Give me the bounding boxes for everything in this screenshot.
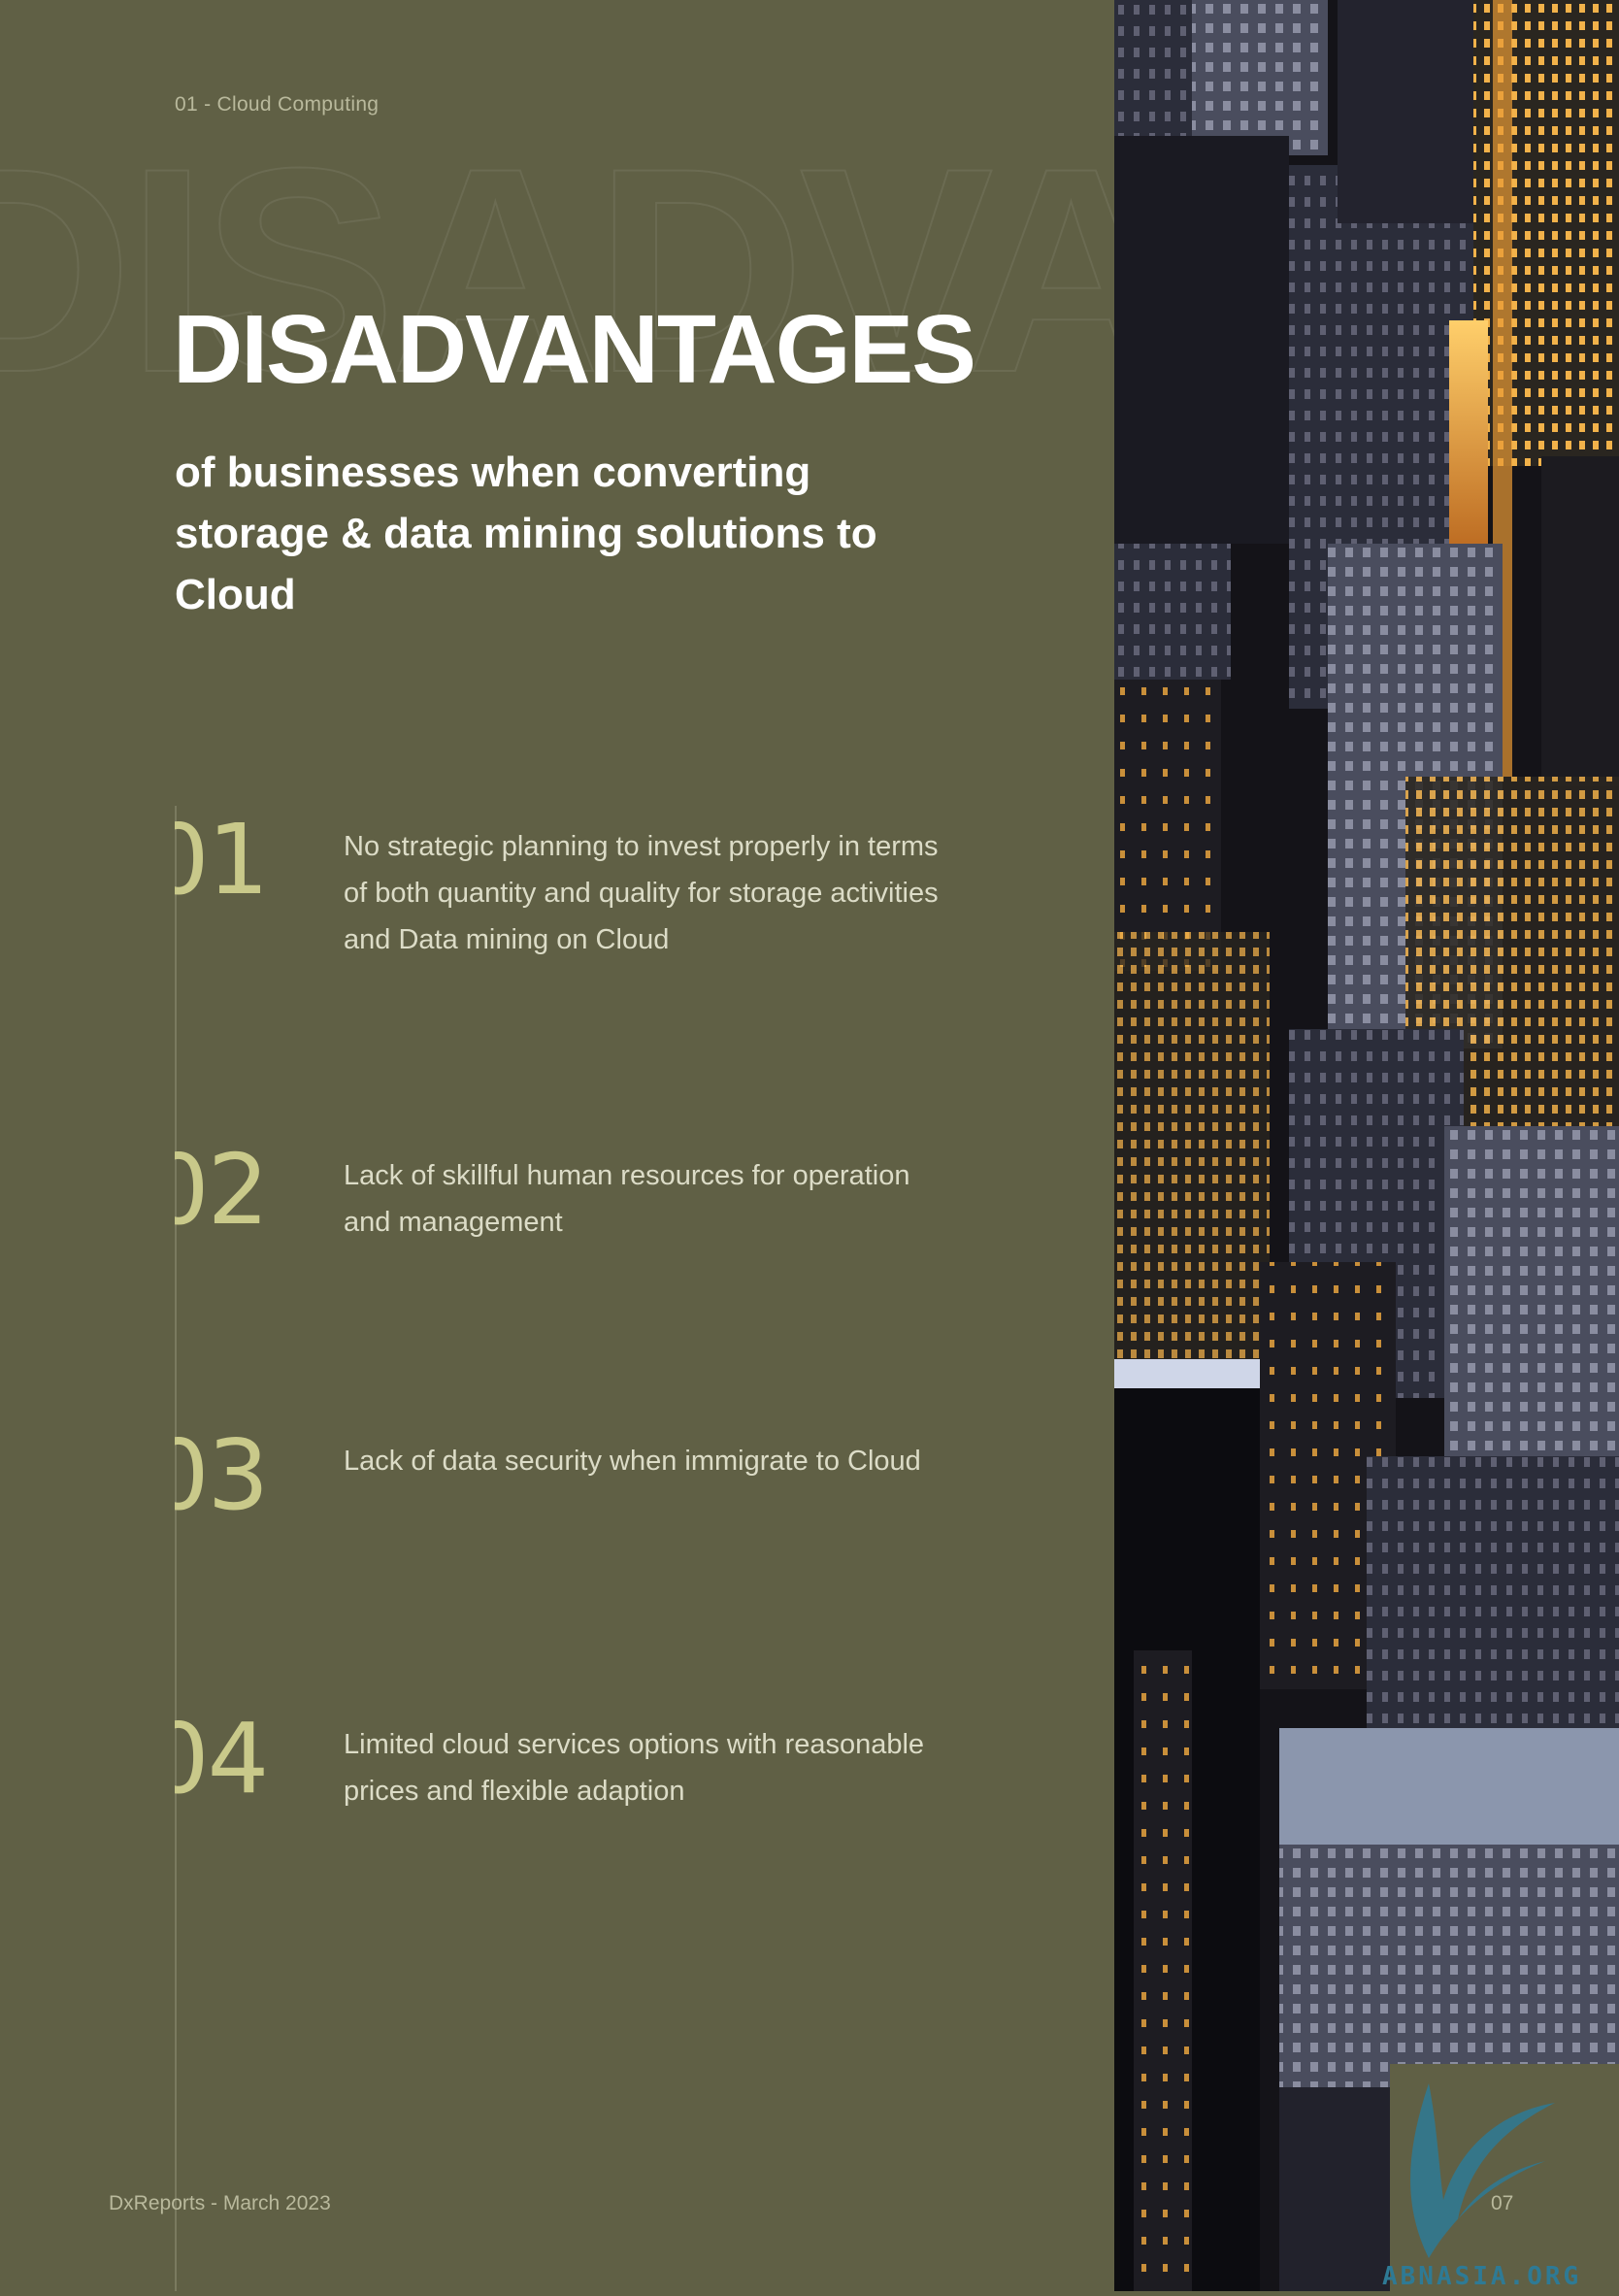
footer-publication: DxReports - March 2023 xyxy=(109,2192,331,2214)
item-number-4: 04 xyxy=(175,1711,281,1817)
section-label: 01 - Cloud Computing xyxy=(175,93,380,116)
background-word: DISADVANTAGES xyxy=(0,107,1114,433)
bird-logo-icon xyxy=(1410,2083,1555,2258)
city-skyline-illustration xyxy=(1114,0,1619,2291)
content-panel: DISADVANTAGES 01 - Cloud Computing DISAD… xyxy=(0,93,1114,2291)
item-number-text: 04 xyxy=(175,1711,269,1815)
corner-logo-block xyxy=(1390,2064,1619,2291)
city-night-photo xyxy=(1114,0,1619,2291)
item-number-3: 03 xyxy=(175,1427,281,1534)
item-text-1: No strategic planning to invest properly… xyxy=(344,831,939,955)
page-title: DISADVANTAGES xyxy=(173,295,976,404)
item-number-2: 02 xyxy=(175,1142,281,1248)
item-number-text: 03 xyxy=(175,1427,269,1532)
page-subtitle: of businesses when converting storage & … xyxy=(175,449,877,618)
item-text-3: Lack of data security when immigrate to … xyxy=(344,1446,921,1477)
item-text-4: Limited cloud services options with reas… xyxy=(344,1729,925,1807)
item-number-text: 01 xyxy=(175,812,269,916)
timeline-line xyxy=(175,806,177,2291)
item-number-text: 02 xyxy=(175,1142,269,1247)
page-number: 07 xyxy=(1491,2192,1514,2214)
watermark-logo-text: ABNASIA.ORG xyxy=(1382,2262,1582,2291)
item-number-1: 01 xyxy=(175,812,281,918)
item-text-2: Lack of skillful human resources for ope… xyxy=(344,1160,910,1238)
